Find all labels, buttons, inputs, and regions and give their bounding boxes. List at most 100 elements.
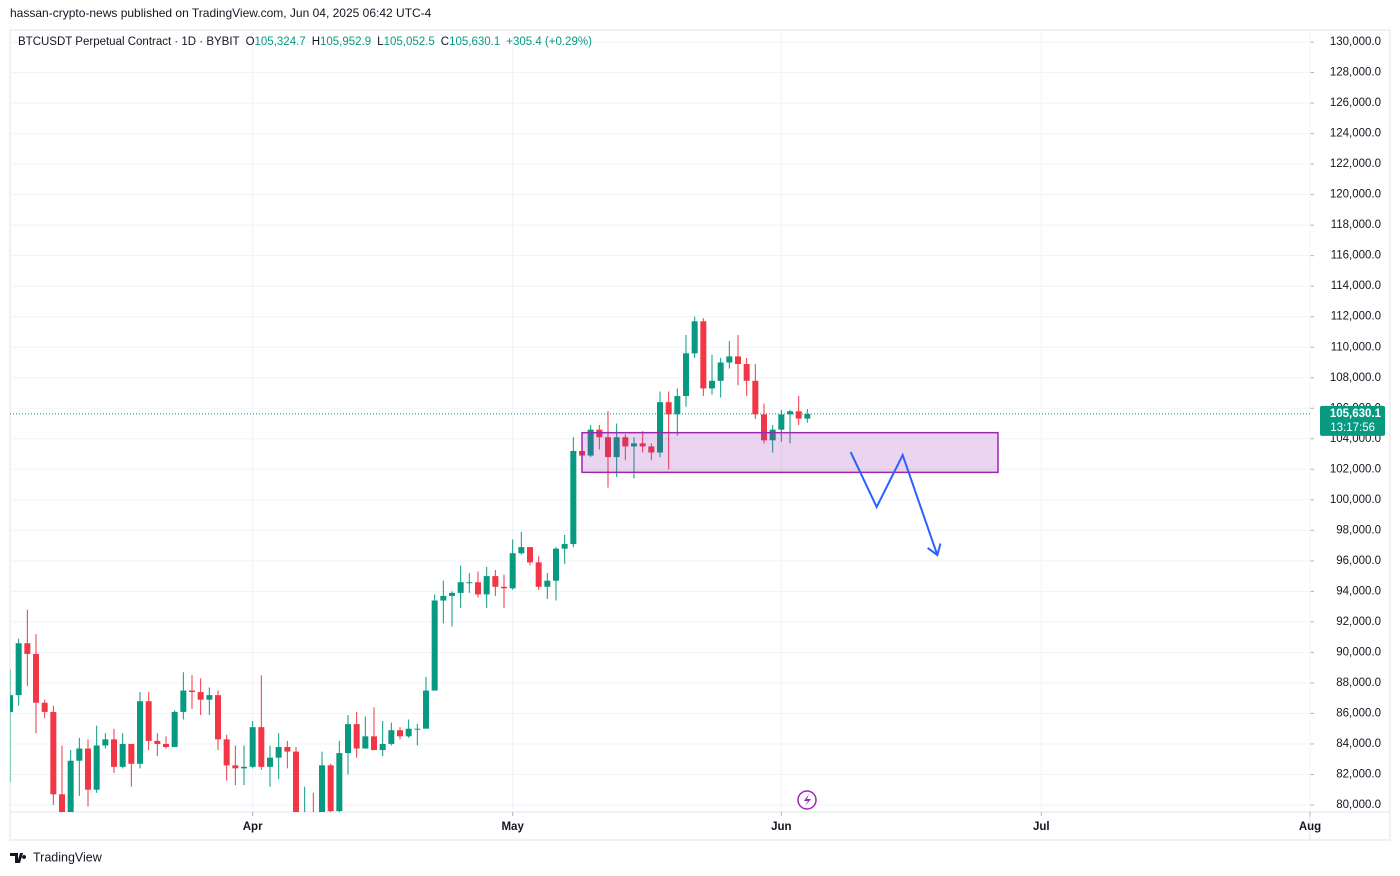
plot <box>10 316 999 812</box>
candle-body <box>544 580 551 587</box>
ohlc-value: 105,630.1 <box>449 36 500 48</box>
candle-body <box>423 690 429 729</box>
y-tick-label: 118,000.0 <box>1331 219 1381 231</box>
candle-body <box>674 396 681 415</box>
frame <box>9 29 1391 841</box>
candle-body <box>241 766 247 769</box>
candle-body <box>769 429 776 441</box>
candle-body <box>648 446 655 453</box>
candle-body <box>275 746 282 758</box>
candle-body <box>189 690 195 693</box>
candle-body <box>258 727 265 767</box>
change: +305.4 (+0.29%) <box>506 36 592 48</box>
candle-body <box>639 443 646 447</box>
y-tick-label: 84,000.0 <box>1336 738 1381 750</box>
y-tick-label: 90,000.0 <box>1336 646 1381 658</box>
candle-body <box>145 701 152 741</box>
candle-body <box>206 695 213 700</box>
candle-body <box>154 740 161 744</box>
candle-body <box>613 437 620 458</box>
candle-body <box>353 724 360 749</box>
candle-body <box>804 413 811 419</box>
candle-body <box>197 692 204 700</box>
candle-body <box>631 443 637 447</box>
y-tick-label: 96,000.0 <box>1336 555 1381 567</box>
candle-body <box>466 582 473 584</box>
candle-body <box>717 362 724 381</box>
candle-body <box>137 701 143 764</box>
candle-body <box>345 724 351 754</box>
ohlc-key: C <box>441 36 449 48</box>
y-tick-label: 130,000.0 <box>1330 36 1381 48</box>
candle-body <box>163 743 169 747</box>
candle-body <box>492 576 499 587</box>
candle-body <box>587 429 594 456</box>
symbol: BTCUSDT Perpetual Contract · 1D · BYBIT <box>18 36 240 48</box>
candle-body <box>232 765 239 769</box>
brand: TradingView <box>10 850 103 864</box>
y-tick-label: 116,000.0 <box>1331 250 1381 262</box>
candle-body <box>379 743 386 751</box>
y-tick-label: 94,000.0 <box>1336 585 1381 597</box>
candle-body <box>414 728 421 730</box>
y-tick-label: 114,000.0 <box>1331 280 1381 292</box>
last-price-tag <box>1320 405 1385 436</box>
y-tick-label: 122,000.0 <box>1330 158 1381 170</box>
candle-body <box>752 380 759 415</box>
candle-body <box>787 411 793 415</box>
candle-body <box>284 746 291 752</box>
candle-body <box>475 582 481 595</box>
candle-body <box>431 600 438 691</box>
candle-body <box>267 757 273 767</box>
candle-body <box>700 321 707 389</box>
ohlc-key: H <box>312 36 320 48</box>
y-tick-label: 88,000.0 <box>1336 677 1381 689</box>
candle-body <box>553 548 559 581</box>
candle-body <box>743 364 750 381</box>
candle-body <box>171 711 178 747</box>
y-tick-label: 100,000.0 <box>1330 494 1381 506</box>
y-tick-label: 92,000.0 <box>1336 616 1381 628</box>
candle-body <box>457 582 464 593</box>
y-tick-label: 86,000.0 <box>1336 707 1381 719</box>
candle-body <box>778 414 785 430</box>
candle-body <box>371 736 377 751</box>
candle-body <box>102 739 109 746</box>
candle-body <box>59 794 65 812</box>
candle-body <box>111 739 117 767</box>
ohlc-key: L <box>377 36 384 48</box>
candle-body <box>223 739 230 766</box>
candle-body <box>319 765 325 812</box>
candle-body <box>50 711 57 795</box>
candle-body <box>93 745 100 790</box>
candle-body <box>33 653 39 703</box>
y-tick-label: 82,000.0 <box>1336 768 1381 780</box>
candle-body <box>795 411 802 419</box>
y-tick-label: 110,000.0 <box>1331 341 1381 353</box>
candle-body <box>327 765 334 812</box>
candle-body <box>215 695 221 740</box>
ohlc-value: 105,052.5 <box>384 36 435 48</box>
y-tick-label: 112,000.0 <box>1331 311 1381 323</box>
y-tick-label: 108,000.0 <box>1330 372 1381 384</box>
x-tick-label: Apr <box>243 821 263 833</box>
last-price-label: 105,630.1 <box>1330 408 1382 420</box>
zone <box>581 431 999 474</box>
candle-body <box>605 437 611 458</box>
candle-body <box>709 380 715 389</box>
candle-body <box>509 553 516 589</box>
ohlc-value: 105,324.7 <box>255 36 306 48</box>
alert-icon <box>797 790 817 810</box>
candle-body <box>119 743 126 767</box>
candle-body <box>683 353 689 397</box>
x-tick-label: Jul <box>1033 821 1050 833</box>
projection-path <box>849 451 939 556</box>
candle-body <box>128 743 135 764</box>
candle-body <box>570 450 577 545</box>
brand-name: TradingView <box>33 850 103 864</box>
x-tick-label: Jun <box>771 821 791 833</box>
candle-body <box>665 402 672 415</box>
candle-body <box>388 730 395 744</box>
